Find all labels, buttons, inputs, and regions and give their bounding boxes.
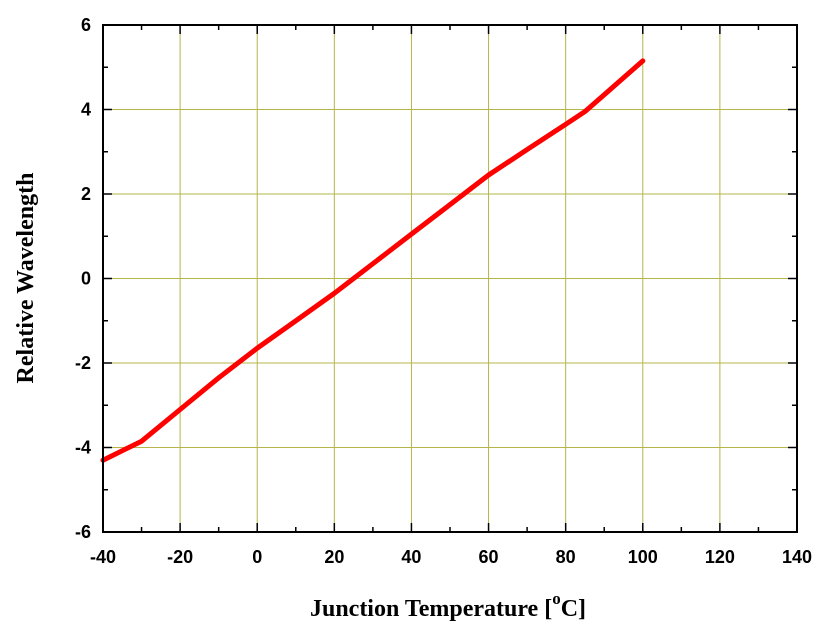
x-tick-label: 140 (782, 547, 812, 567)
x-tick-label: 60 (479, 547, 499, 567)
x-tick-label: 40 (401, 547, 421, 567)
y-tick-label: -4 (75, 438, 91, 458)
x-tick-label: 120 (705, 547, 735, 567)
grid (103, 25, 797, 532)
x-tick-label: 100 (628, 547, 658, 567)
series-layer (100, 58, 646, 463)
y-tick-label: 6 (81, 15, 91, 35)
x-axis-title: Junction Temperature [oC] (310, 589, 586, 622)
series-line (100, 58, 646, 463)
y-tick-label: 2 (81, 184, 91, 204)
y-axis: -6 -4 -2 0 2 4 6 (75, 15, 797, 542)
y-axis-title: Relative Wavelength (13, 173, 39, 384)
y-tick-label: 0 (81, 269, 91, 289)
x-axis-title-suffix: C] (561, 596, 586, 622)
y-tick-label: -2 (75, 353, 91, 373)
x-axis: -40 -20 0 20 40 60 80 100 120 140 (90, 25, 812, 567)
x-tick-label: -40 (90, 547, 116, 567)
x-tick-label: -20 (167, 547, 193, 567)
x-axis-title-prefix: Junction Temperature [ (310, 596, 552, 622)
x-tick-label: 20 (324, 547, 344, 567)
x-tick-label: 80 (556, 547, 576, 567)
y-tick-label: 4 (81, 100, 91, 120)
x-tick-label: 0 (252, 547, 262, 567)
x-axis-title-superscript: o (552, 589, 561, 608)
y-tick-label: -6 (75, 522, 91, 542)
